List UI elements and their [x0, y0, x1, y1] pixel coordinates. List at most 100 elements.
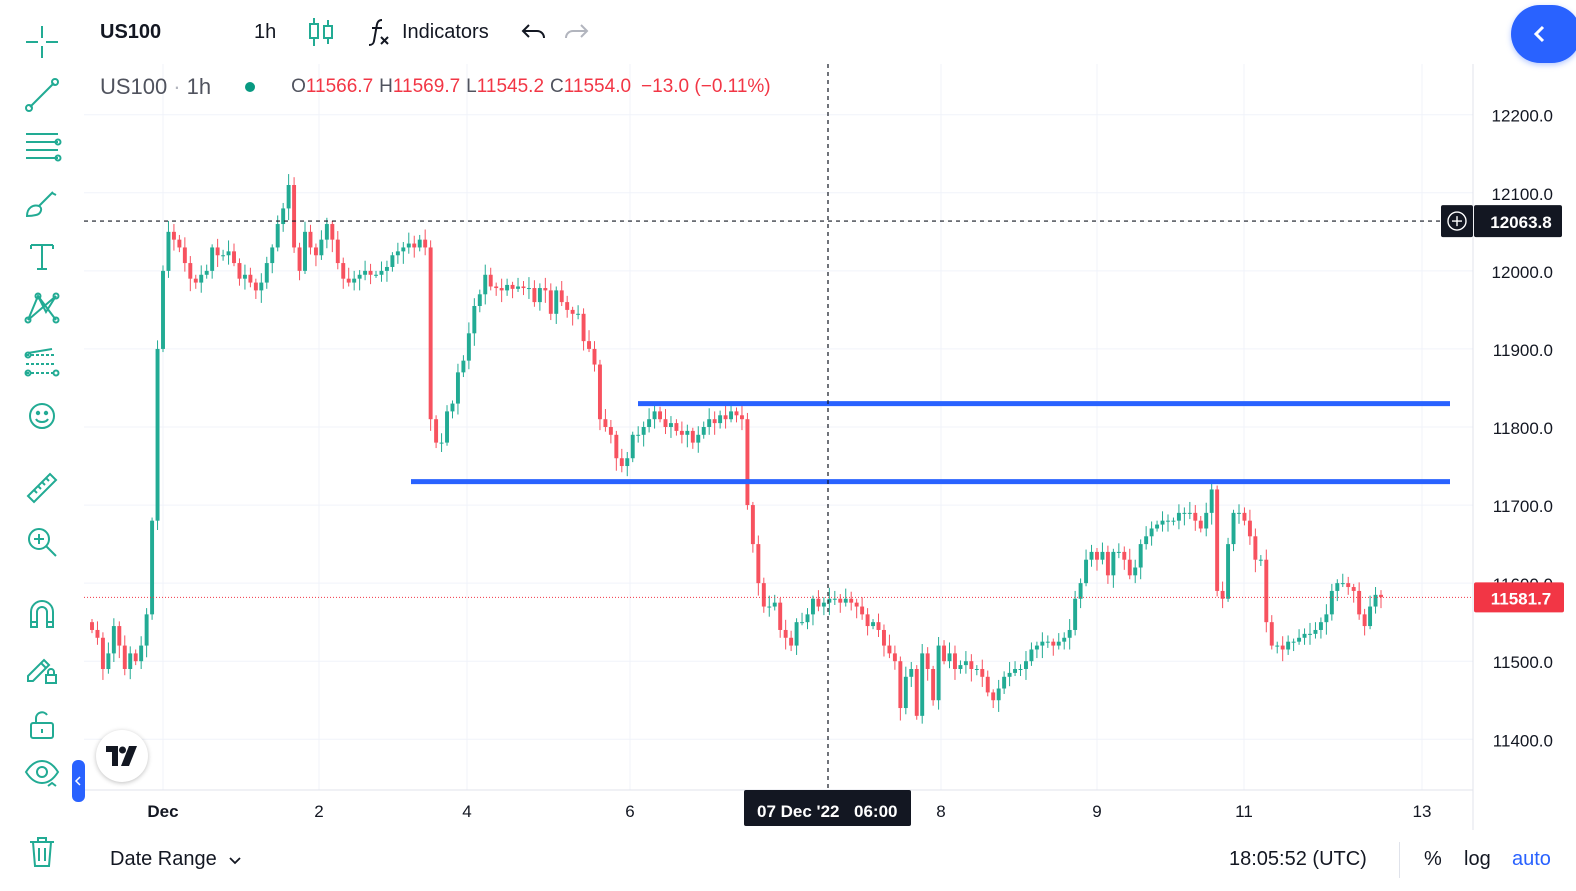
candle-body [144, 614, 149, 646]
candle-body [641, 427, 646, 435]
interval-button[interactable]: 1h [254, 20, 277, 43]
candle-body [1176, 512, 1181, 521]
candle [587, 330, 591, 353]
candle-body [936, 645, 941, 701]
last-price-label-bg [1474, 582, 1564, 613]
percent-scale-button[interactable]: % [1424, 848, 1442, 870]
candle-body [516, 286, 520, 289]
candle-body [177, 239, 182, 248]
candle [816, 590, 821, 612]
candle [1062, 632, 1067, 650]
clock-timezone[interactable]: 18:05:52 (UTC) [1229, 848, 1367, 870]
candle [860, 597, 865, 620]
candle [1013, 661, 1018, 677]
lock-drawing-icon[interactable] [18, 644, 66, 692]
candle-body [570, 309, 575, 314]
candle-body [636, 434, 641, 436]
crosshair-time-label-bg [744, 790, 911, 826]
text-icon[interactable] [18, 232, 66, 280]
time-tick-label: 6 [625, 802, 634, 821]
candle [581, 308, 586, 351]
candle [570, 306, 575, 326]
auto-scale-button[interactable]: auto [1512, 848, 1551, 870]
date-range-label: Date Range [110, 848, 217, 870]
emoji-icon[interactable] [18, 392, 66, 440]
prediction-icon[interactable] [18, 338, 66, 386]
candle [1095, 548, 1099, 571]
candle [215, 238, 220, 267]
candle [232, 243, 236, 267]
pattern-icon[interactable] [18, 284, 66, 332]
candle-body [1346, 583, 1351, 588]
price-tick-label: 11400.0 [1493, 731, 1553, 750]
candle-body [363, 270, 368, 275]
candle [958, 660, 963, 674]
crosshair-icon[interactable] [18, 18, 66, 66]
candle-body [1237, 512, 1241, 514]
candle [1318, 617, 1323, 639]
candle [177, 234, 182, 253]
candle [854, 598, 859, 619]
candle [303, 221, 307, 274]
candle [395, 242, 400, 264]
candle-body [1264, 559, 1269, 623]
candle-body [423, 239, 428, 248]
indicators-button[interactable]: Indicators [366, 0, 489, 64]
tradingview-logo[interactable] [96, 730, 148, 782]
candle [1237, 504, 1241, 524]
candle [647, 408, 652, 433]
symbol-search-button[interactable]: US100 [100, 20, 162, 43]
candle-body [1368, 606, 1373, 627]
candle [193, 274, 198, 289]
candle-body [794, 622, 799, 646]
eye-icon[interactable] [18, 748, 66, 796]
magnet-icon[interactable] [18, 590, 66, 638]
redo-button[interactable] [562, 0, 590, 64]
ruler-icon[interactable] [18, 464, 66, 512]
candle [111, 618, 116, 662]
brush-icon[interactable] [18, 178, 66, 226]
candle-body [521, 286, 526, 289]
candle [341, 257, 346, 289]
candle [106, 642, 111, 674]
candle [1084, 549, 1089, 587]
fib-retracement-icon[interactable] [18, 122, 66, 170]
candle-body [139, 645, 144, 662]
candle-body [931, 669, 936, 701]
candle-body [685, 430, 690, 435]
candle [264, 256, 269, 289]
candle [712, 411, 717, 435]
undo-button[interactable] [520, 0, 548, 64]
chart-type-button[interactable] [308, 0, 334, 64]
log-scale-button[interactable]: log [1464, 848, 1491, 870]
candle-body [996, 688, 1001, 701]
candle-body [652, 411, 657, 420]
candle [1198, 515, 1203, 533]
candle [767, 595, 772, 617]
candle [832, 590, 837, 605]
candle [887, 634, 892, 659]
candle-body [281, 208, 286, 225]
candle [1264, 549, 1269, 633]
candle [810, 595, 815, 626]
candle-body [1051, 641, 1056, 646]
bottom-divider [1399, 842, 1400, 878]
candle-body [647, 419, 652, 427]
trend-line-icon[interactable] [18, 70, 66, 118]
unlock-icon[interactable] [18, 700, 66, 748]
trash-icon[interactable] [18, 828, 66, 876]
candle-body [789, 637, 794, 646]
zoom-in-icon[interactable] [18, 518, 66, 566]
candle [1308, 622, 1312, 645]
candle [903, 666, 908, 715]
candle-body [368, 270, 373, 275]
candle [707, 408, 712, 435]
candle-body [838, 598, 843, 603]
candle-body [494, 286, 499, 289]
collapse-panel-button[interactable] [1511, 5, 1576, 63]
date-range-button[interactable]: Date Range [110, 848, 242, 871]
candle [1275, 641, 1280, 654]
toolbar-collapse-handle[interactable] [72, 760, 85, 802]
